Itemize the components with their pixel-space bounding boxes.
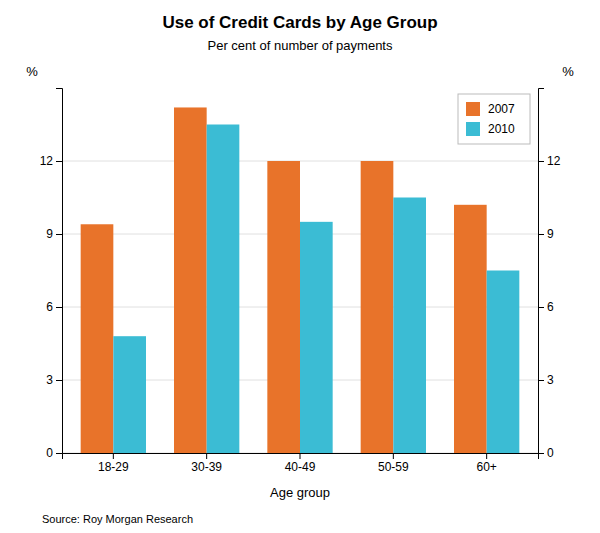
y-axis-title: %: [26, 64, 38, 79]
legend-frame: [458, 94, 530, 144]
legend-label: 2007: [488, 102, 515, 116]
tick-mark: [538, 380, 544, 381]
axis-line: [539, 89, 545, 454]
bar-series: [113, 125, 519, 454]
tick-label: 18-29: [98, 460, 129, 474]
tick-label: 40-49: [285, 460, 316, 474]
tick-mark: [56, 234, 62, 235]
tick-label: 60+: [476, 460, 496, 474]
y2-axis: 0 3 6 9 12: [538, 89, 561, 461]
tick-label: 0: [46, 446, 53, 460]
bar-series: [81, 107, 487, 453]
axis-line: [56, 89, 63, 454]
tick-label: 50-59: [378, 460, 409, 474]
bar: [487, 271, 520, 454]
grid: [62, 161, 538, 453]
tick-label: 3: [46, 373, 53, 387]
legend-swatch: [466, 102, 480, 116]
tick: 18-29: [98, 453, 129, 474]
tick-mark: [113, 453, 114, 459]
tick: 40-49: [285, 453, 316, 474]
tick-mark: [393, 453, 394, 459]
bar: [454, 205, 487, 453]
tick: 9: [538, 227, 554, 241]
tick: 12: [40, 154, 62, 168]
tick: 0: [46, 446, 62, 460]
tick-label: 3: [547, 373, 554, 387]
bar: [267, 161, 300, 453]
title: Use of Credit Cards by Age Group: [162, 13, 437, 32]
tick-mark: [538, 307, 544, 308]
bar: [81, 224, 114, 453]
x-axis: 18-29 30-39 40-49 50-59 60+: [63, 453, 539, 474]
tick-mark: [206, 453, 207, 459]
bar: [361, 161, 394, 453]
tick: 6: [46, 300, 62, 314]
axis-line: [63, 454, 539, 460]
tick-mark: [538, 453, 544, 454]
tick: 12: [538, 154, 561, 168]
tick-mark: [538, 234, 544, 235]
tick-label: 12: [547, 154, 561, 168]
tick: 60+: [476, 453, 496, 474]
plot: 18-29 30-39 40-49 50-59 60+ 0 3 6 9 12 0 3 6 9 12%% Age…: [26, 64, 574, 500]
tick-label: 12: [40, 154, 54, 168]
tick-label: 9: [46, 227, 53, 241]
tick-label: 9: [547, 227, 554, 241]
tick: 0: [538, 446, 554, 460]
y2-axis-title: %: [562, 64, 574, 79]
bars: [81, 107, 520, 453]
tick-label: 30-39: [191, 460, 222, 474]
chart: Use of Credit Cards by Age Group Per cent…: [0, 0, 600, 533]
tick: 3: [46, 373, 62, 387]
legend: 2007 2010: [458, 94, 530, 144]
tick: 9: [46, 227, 62, 241]
source: Source: Roy Morgan Research: [42, 513, 193, 525]
bar: [174, 107, 207, 453]
tick: 50-59: [378, 453, 409, 474]
legend-item: 2007: [466, 102, 515, 116]
tick: 30-39: [191, 453, 222, 474]
bar: [113, 336, 146, 453]
tick-mark: [56, 380, 62, 381]
legend-label: 2010: [488, 122, 515, 136]
bar: [300, 222, 333, 453]
tick-label: 6: [547, 300, 554, 314]
tick-mark: [486, 453, 487, 459]
tick: 3: [538, 373, 554, 387]
tick-mark: [300, 453, 301, 459]
legend-swatch: [466, 122, 480, 136]
legend-item: 2010: [466, 122, 515, 136]
y-axis: 0 3 6 9 12: [40, 89, 63, 461]
tick-mark: [538, 161, 544, 162]
tick-label: 6: [46, 300, 53, 314]
bar: [393, 198, 426, 454]
x-axis-title: Age group: [270, 485, 330, 500]
tick-mark: [56, 307, 62, 308]
tick-label: 0: [547, 446, 554, 460]
tick-mark: [56, 453, 62, 454]
bar: [207, 125, 240, 454]
tick-mark: [56, 161, 62, 162]
tick: 6: [538, 300, 554, 314]
subtitle: Per cent of number of payments: [208, 38, 393, 53]
